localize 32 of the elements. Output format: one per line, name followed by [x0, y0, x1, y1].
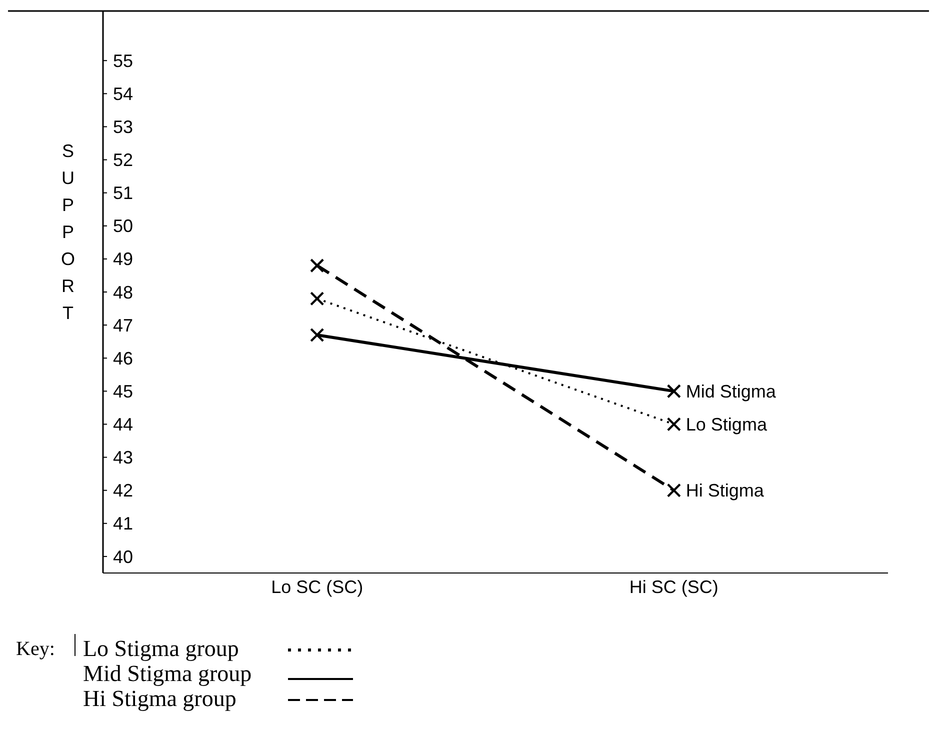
y-axis-title: SUPPORT — [60, 141, 76, 323]
legend-title: Key: — [16, 638, 55, 660]
y-tick-label: 42 — [113, 480, 134, 501]
legend-label: Lo Stigma group — [83, 636, 239, 662]
point — [310, 328, 324, 342]
point — [310, 292, 324, 306]
point — [666, 384, 682, 398]
annotation: Lo Stigma — [686, 414, 768, 435]
y-tick-label: 51 — [113, 183, 134, 204]
y-tick-label: 49 — [113, 249, 134, 270]
y-tick-label: 45 — [113, 381, 134, 402]
y-tick-label: 47 — [113, 315, 134, 336]
x-tick-label: Hi SC (SC) — [629, 577, 718, 597]
y-tick-label: 54 — [113, 84, 134, 104]
y-tick-label: 41 — [113, 514, 134, 534]
point — [666, 483, 682, 498]
y-tick-label: 48 — [113, 282, 134, 302]
point — [666, 417, 682, 432]
y-tick-label: 40 — [113, 546, 134, 567]
annotation: Hi Stigma — [686, 480, 765, 501]
y-tick-label: 44 — [113, 414, 134, 435]
y-tick-label: 46 — [113, 348, 134, 368]
legend-label: Mid Stigma group — [83, 661, 252, 686]
x-tick-label: Lo SC (SC) — [271, 577, 364, 597]
y-tick-label: 53 — [113, 117, 134, 138]
y-tick-label: 52 — [113, 150, 134, 170]
y-tick-label: 50 — [113, 216, 134, 236]
y-tick-label: 43 — [113, 448, 134, 468]
point — [310, 258, 324, 273]
annotation: Mid Stigma — [686, 381, 777, 402]
y-tick-label: 55 — [113, 50, 134, 71]
legend-label: Hi Stigma group — [83, 686, 236, 712]
